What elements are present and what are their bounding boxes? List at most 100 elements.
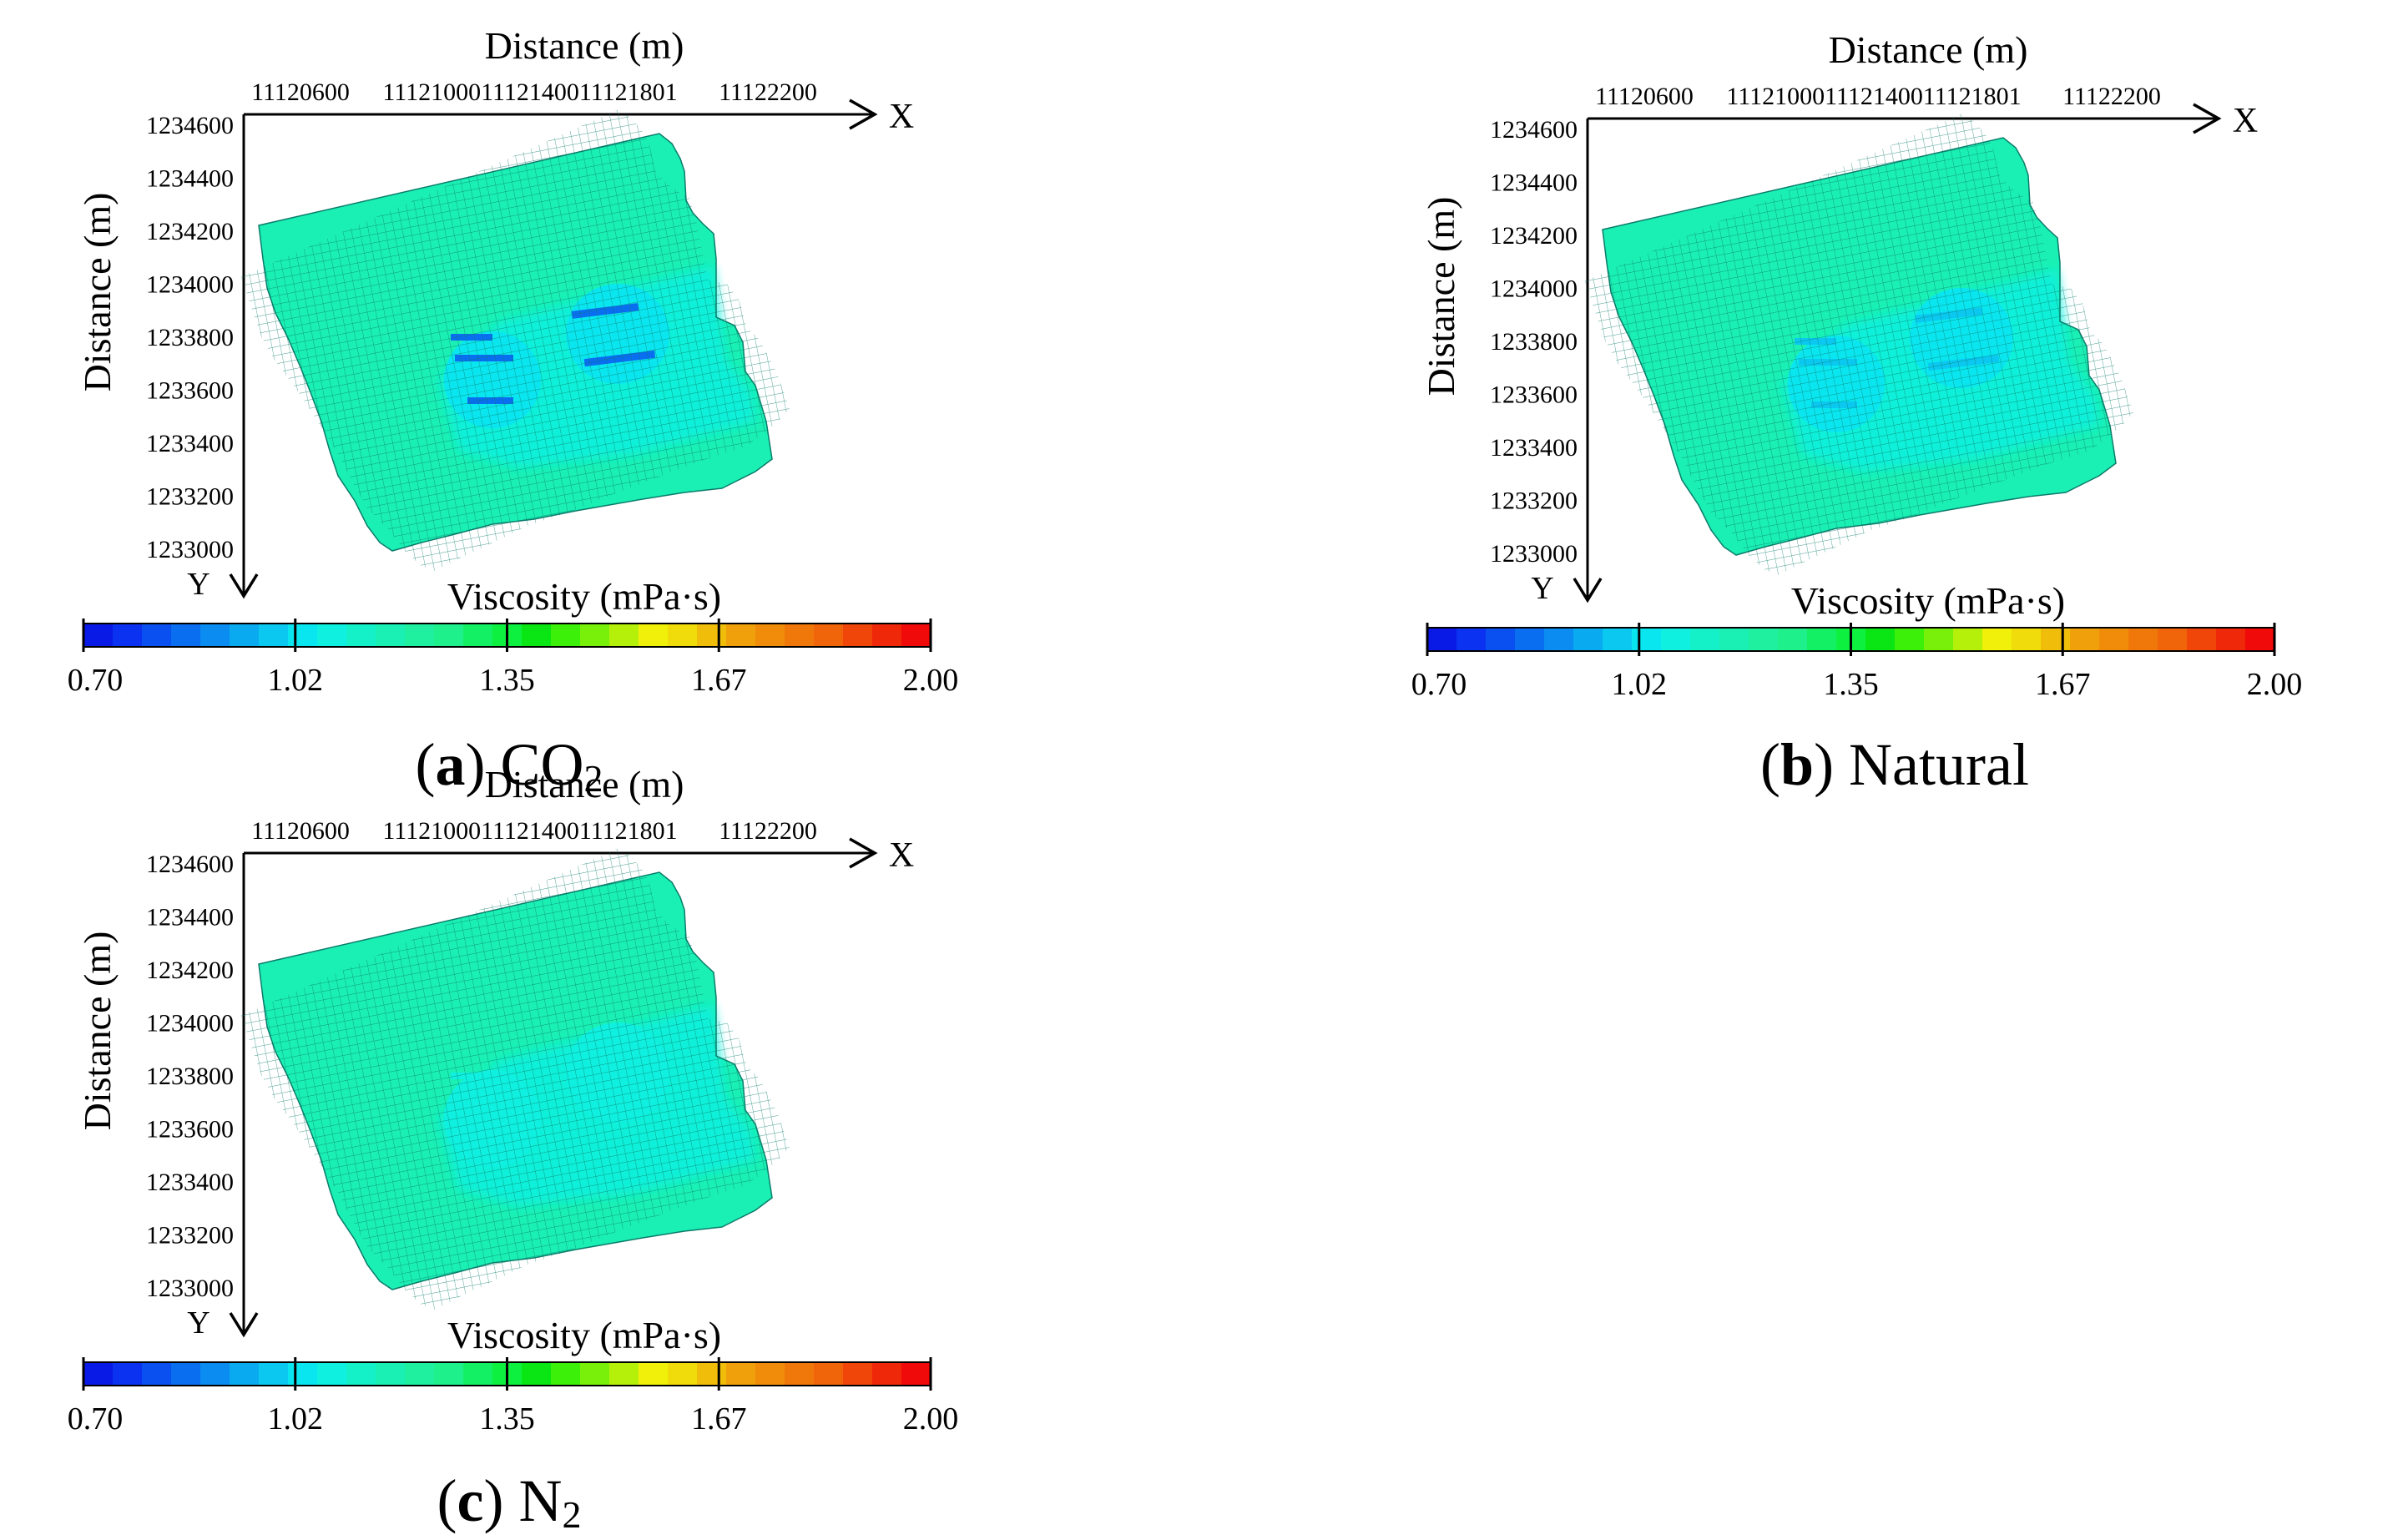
chart-panel-c: Distance (m) X 11120600 1112100011121400111… bbox=[68, 763, 959, 1536]
colorbar-swatch bbox=[200, 1362, 230, 1386]
colorbar-swatch bbox=[522, 624, 552, 647]
colorbar-tick-label: 1.35 bbox=[479, 1401, 535, 1436]
colorbar-tick-label: 1.67 bbox=[2035, 667, 2091, 702]
colorbar-swatch bbox=[2070, 628, 2100, 651]
x-axis-arrow-label: X bbox=[2233, 102, 2258, 140]
colorbar-swatch bbox=[609, 1362, 639, 1386]
colorbar-swatch bbox=[697, 624, 727, 647]
colorbar-tick-label: 1.02 bbox=[1612, 667, 1668, 702]
x-axis-arrowhead bbox=[849, 837, 878, 869]
colorbar-swatch bbox=[872, 624, 902, 647]
colorbar-swatch bbox=[405, 624, 435, 647]
colorbar-swatch bbox=[171, 1362, 201, 1386]
caption-open-paren: ( bbox=[416, 731, 436, 798]
y-tick-label: 1234600 bbox=[146, 851, 234, 878]
colorbar-swatch bbox=[288, 624, 318, 647]
y-tick-label: 1233400 bbox=[146, 1169, 234, 1196]
x-axis-title: Distance (m) bbox=[485, 763, 684, 805]
colorbar-swatch bbox=[1924, 628, 1954, 651]
y-tick-label: 1233200 bbox=[1490, 487, 1578, 515]
colorbar-swatch bbox=[142, 624, 172, 647]
grid-mesh bbox=[223, 827, 808, 1336]
colorbar-swatch bbox=[814, 1362, 844, 1386]
caption-close-paren: ) bbox=[1814, 731, 1849, 798]
colorbar-title: Viscosity (mPa·s) bbox=[447, 575, 721, 618]
y-tick-label: 1234400 bbox=[146, 904, 234, 932]
caption-text: N bbox=[518, 1467, 562, 1534]
colorbar-swatch bbox=[376, 1362, 406, 1386]
y-axis-arrow-label: Y bbox=[187, 1305, 210, 1341]
colorbar-swatch bbox=[317, 624, 347, 647]
caption-letter: c bbox=[457, 1467, 484, 1534]
colorbar-swatch bbox=[376, 624, 406, 647]
colorbar-tick-label: 1.35 bbox=[479, 663, 535, 698]
colorbar-swatch bbox=[2099, 628, 2129, 651]
caption-close-paren: ) bbox=[465, 731, 500, 798]
colorbar-swatch bbox=[434, 1362, 464, 1386]
x-axis-arrow-label: X bbox=[889, 98, 914, 136]
colorbar-swatch bbox=[2012, 628, 2042, 651]
x-tick-label: 11120600 bbox=[251, 78, 350, 106]
colorbar-title: Viscosity (mPa·s) bbox=[447, 1314, 721, 1356]
colorbar-swatch bbox=[2128, 628, 2158, 651]
colorbar-tick-label: 1.67 bbox=[691, 1401, 747, 1436]
colorbar-swatch bbox=[259, 624, 289, 647]
y-tick-label: 1234200 bbox=[1490, 222, 1578, 250]
colorbar-swatch bbox=[1427, 628, 1457, 651]
y-tick-label: 1234200 bbox=[146, 957, 234, 984]
colorbar-swatch bbox=[1515, 628, 1545, 651]
colorbar-swatch bbox=[200, 624, 230, 647]
caption-text: Natural bbox=[1849, 731, 2029, 798]
colorbar-swatch bbox=[843, 624, 873, 647]
colorbar-swatch bbox=[785, 1362, 815, 1386]
colorbar-swatch bbox=[726, 1362, 756, 1386]
y-tick-label: 1233800 bbox=[1490, 328, 1578, 356]
y-tick-label: 1234000 bbox=[1490, 275, 1578, 303]
caption-subscript: 2 bbox=[562, 1493, 581, 1536]
colorbar-swatch bbox=[639, 624, 669, 647]
colorbar-swatch bbox=[697, 1362, 727, 1386]
caption-text: CO bbox=[500, 731, 583, 798]
y-tick-label: 1233200 bbox=[146, 1222, 234, 1250]
colorbar-swatch bbox=[230, 1362, 260, 1386]
y-tick-label: 1234400 bbox=[146, 165, 234, 193]
y-tick-label: 1234000 bbox=[146, 271, 234, 299]
colorbar-tick-label: 1.35 bbox=[1823, 667, 1879, 702]
y-tick-label: 1233400 bbox=[146, 430, 234, 457]
y-tick-label: 1233600 bbox=[1490, 381, 1578, 409]
colorbar-swatch bbox=[1690, 628, 1720, 651]
colorbar-swatch bbox=[2158, 628, 2188, 651]
y-tick-label: 1233000 bbox=[146, 536, 234, 563]
colorbar-tick-label: 2.00 bbox=[2247, 667, 2303, 702]
colorbar-swatch bbox=[1895, 628, 1925, 651]
y-tick-label: 1234600 bbox=[1490, 116, 1578, 144]
caption-open-paren: ( bbox=[1760, 731, 1780, 798]
panel-caption: (c) N2 bbox=[437, 1467, 582, 1536]
colorbar-tick-label: 0.70 bbox=[68, 663, 124, 698]
colorbar-swatch bbox=[901, 624, 931, 647]
y-tick-label: 1234200 bbox=[146, 218, 234, 245]
x-axis-title: Distance (m) bbox=[485, 24, 684, 67]
colorbar-swatch bbox=[230, 624, 260, 647]
colorbar-swatch bbox=[405, 1362, 435, 1386]
colorbar-tick-label: 1.02 bbox=[268, 663, 324, 698]
colorbar-swatch bbox=[463, 1362, 493, 1386]
grid-mesh bbox=[223, 88, 808, 597]
panel-caption: (b) Natural bbox=[1760, 731, 2029, 798]
colorbar-swatch bbox=[551, 624, 581, 647]
colorbar-swatch bbox=[1456, 628, 1487, 651]
colorbar-swatch bbox=[668, 624, 698, 647]
colorbar-swatch bbox=[83, 1362, 114, 1386]
x-axis-arrowhead bbox=[2193, 103, 2222, 134]
colorbar-swatch bbox=[1573, 628, 1603, 651]
colorbar-swatch bbox=[755, 1362, 785, 1386]
y-axis-title: Distance (m) bbox=[1420, 197, 1462, 396]
colorbar-swatch bbox=[1486, 628, 1516, 651]
y-axis-arrowhead bbox=[229, 1312, 259, 1338]
x-tick-label: 11122200 bbox=[719, 817, 817, 845]
colorbar-swatch bbox=[1953, 628, 1983, 651]
y-axis-title: Distance (m) bbox=[76, 932, 119, 1131]
x-axis-arrow-label: X bbox=[889, 836, 914, 875]
reservoir-outline bbox=[1602, 137, 2117, 556]
